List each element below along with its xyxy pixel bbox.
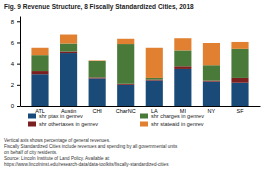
bar-segment [174, 66, 191, 69]
title: Fig. 9 Revenue Structure, 8 Fiscally Sta… [4, 3, 194, 11]
bar-segment [203, 65, 220, 80]
tick-label: 0 [11, 103, 15, 109]
bar-segment [60, 44, 77, 52]
footnotes: Vertical axis shows percentage of genera… [4, 138, 178, 167]
bar-segment [89, 61, 106, 77]
tick-mark [17, 42, 20, 43]
tick: CharNC [116, 108, 136, 114]
bar-segment [174, 50, 191, 66]
bar-segment [146, 81, 163, 106]
bar-segment [174, 38, 191, 50]
bar-segment [203, 81, 220, 82]
tick: SF [236, 108, 244, 114]
footnote: https://www.lincolninst.edu/research-dat… [4, 162, 169, 167]
legend-label: shr charges in genrev [151, 113, 204, 119]
bar-segment [203, 43, 220, 65]
bar-segment [174, 69, 191, 106]
bar-segment [60, 51, 77, 53]
tick-mark [17, 106, 20, 107]
tick-label: 8 [11, 19, 15, 25]
bar-segment [31, 55, 48, 71]
tick-mark [17, 85, 20, 86]
bar-segment [31, 48, 48, 55]
tick-label: SF [236, 108, 244, 114]
tick-label: 4 [11, 61, 15, 67]
tick-mark [17, 64, 20, 65]
tick: 2 [11, 82, 20, 88]
tick: 4 [11, 61, 20, 67]
legend: shr ptax in genrev shr othertaxes in genr… [28, 113, 204, 127]
bar-segment [89, 77, 106, 78]
tick: 0 [11, 103, 20, 109]
bar-segment [31, 74, 48, 106]
tick-label: CharNC [116, 108, 136, 114]
tick-label: 6 [11, 40, 15, 46]
axis-line [21, 106, 261, 107]
bar-segment [231, 83, 248, 106]
footnote: Vertical axis shows percentage of genera… [4, 138, 110, 143]
bar-segment [117, 84, 134, 85]
y-axis: 0 2 4 6 8 [11, 17, 21, 110]
chart: Fig. 9 Revenue Structure, 8 Fiscally Sta… [0, 0, 266, 189]
footnote: Fiscally Standardized Cities include rev… [4, 144, 178, 149]
tick-label: 2 [11, 82, 15, 88]
footnote: Source: Lincoln Institute of Land Policy… [4, 156, 110, 161]
legend-swatch [140, 122, 148, 127]
legend-swatch [28, 122, 36, 127]
bar-segment [146, 80, 163, 81]
tick: CHI [92, 108, 102, 114]
legend-swatch [28, 114, 36, 119]
legend-swatch [140, 114, 148, 119]
bar-segment [117, 44, 134, 84]
tick-label: CHI [92, 108, 102, 114]
footnote: on behalf of city residents. [4, 150, 57, 155]
tick-label: NY [208, 108, 216, 114]
tick-mark [17, 21, 20, 22]
tick: NY [208, 108, 216, 114]
bar-segment [117, 85, 134, 106]
tick: 6 [11, 40, 20, 46]
bar-segment [146, 48, 163, 78]
bar-segment [231, 42, 248, 49]
legend-label: shr ptax in genrev [39, 113, 83, 119]
bar-segment [31, 71, 48, 74]
bar-segment [231, 49, 248, 78]
bar-segment [203, 82, 220, 106]
bar-segment [60, 35, 77, 44]
bars [31, 35, 248, 106]
bar-segment [60, 53, 77, 106]
legend-label: shr stateaid in genrev [151, 121, 204, 127]
bar-segment [231, 78, 248, 83]
bar-segment [146, 78, 163, 80]
bar-segment [89, 60, 106, 62]
tick: 8 [11, 19, 20, 25]
legend-label: shr othertaxes in genrev [39, 121, 98, 127]
bar-segment [89, 78, 106, 106]
bar-segment [117, 39, 134, 44]
axis-line [20, 17, 21, 107]
